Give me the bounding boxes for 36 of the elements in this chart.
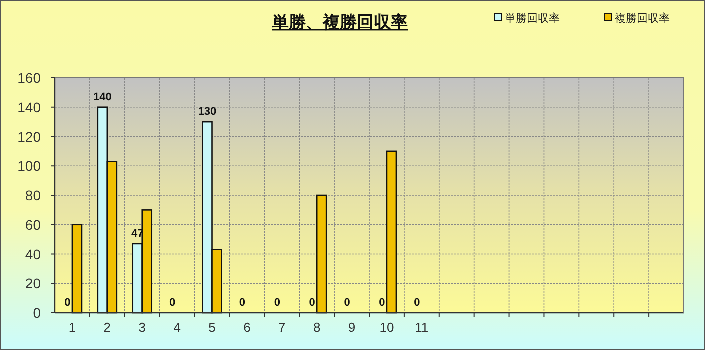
data-label: 0 <box>274 297 280 309</box>
y-tick-label: 80 <box>25 188 42 204</box>
x-tick-label: 9 <box>348 320 356 335</box>
bar <box>316 194 328 314</box>
data-label: 130 <box>198 106 217 118</box>
data-label: 0 <box>169 297 176 309</box>
x-tick-label: 1 <box>68 320 76 335</box>
y-tick-label: 0 <box>33 305 42 321</box>
data-label: 0 <box>379 297 386 309</box>
x-tick-label: 5 <box>208 320 216 335</box>
legend-label: 単勝回収率 <box>505 12 560 25</box>
y-tick-label: 140 <box>18 99 42 116</box>
y-tick-label: 40 <box>25 246 42 262</box>
y-tick-label: 100 <box>18 158 42 174</box>
y-tick-label: 120 <box>18 128 42 145</box>
y-tick-label: 160 <box>18 70 42 86</box>
x-tick-label: 11 <box>415 320 429 335</box>
y-tick-label: 60 <box>25 216 42 233</box>
x-tick-label: 6 <box>244 320 251 335</box>
data-label: 0 <box>64 297 71 309</box>
data-label: 140 <box>93 91 112 104</box>
y-tick-label: 20 <box>25 276 42 292</box>
x-tick-label: 8 <box>313 320 321 335</box>
bar <box>386 150 398 314</box>
data-label: 0 <box>239 297 246 309</box>
data-label: 0 <box>309 297 316 309</box>
chart-title: 単勝、複勝回収率 <box>271 13 408 32</box>
x-tick-label: 2 <box>104 320 112 335</box>
data-label: 0 <box>414 297 420 309</box>
data-label: 0 <box>344 297 350 309</box>
legend-label: 複勝回収率 <box>615 12 670 25</box>
x-tick-label: 7 <box>278 320 286 335</box>
bar <box>72 224 83 314</box>
x-tick-label: 10 <box>380 320 394 335</box>
x-tick-label: 3 <box>138 320 146 335</box>
x-tick-label: 4 <box>174 320 181 335</box>
